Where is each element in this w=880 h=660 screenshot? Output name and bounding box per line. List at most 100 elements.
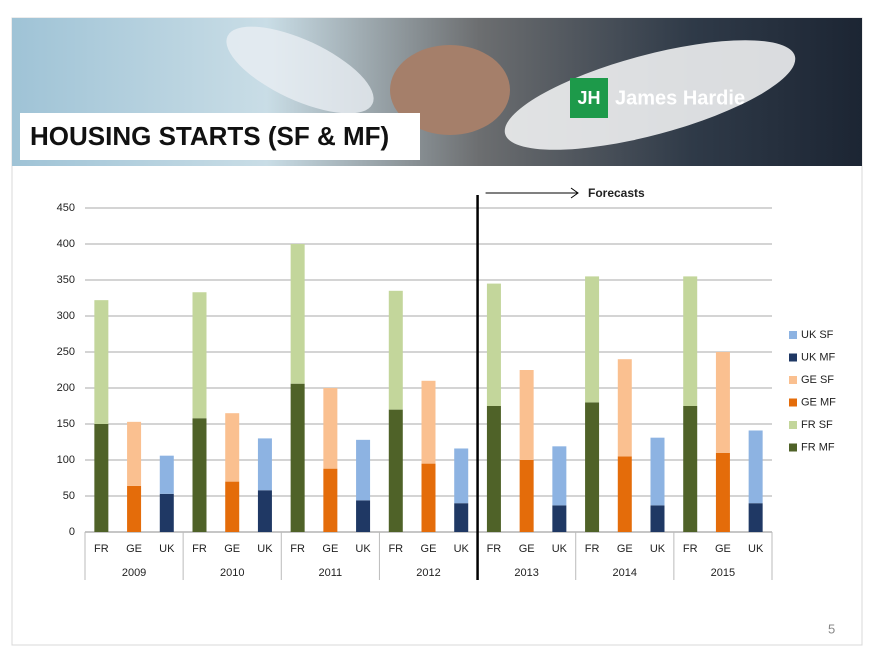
paper-roll	[504, 40, 796, 150]
x-tick-label: UK	[257, 543, 273, 555]
legend-label: UK MF	[801, 351, 836, 363]
x-tick-label: GE	[126, 543, 142, 555]
legend-swatch	[789, 376, 797, 384]
y-tick-label: 150	[57, 418, 75, 430]
bar-segment	[127, 485, 142, 532]
group-label: 2012	[416, 567, 440, 579]
bar-segment	[486, 283, 501, 406]
bar-segment	[519, 370, 534, 460]
bar-segment	[388, 409, 403, 532]
bar-segment	[356, 500, 371, 532]
x-tick-label: GE	[519, 543, 535, 555]
legend-swatch	[789, 398, 797, 407]
bar-segment	[356, 439, 371, 501]
x-tick-label: GE	[421, 543, 437, 555]
bar-segment	[421, 463, 436, 532]
legend-label: FR MF	[801, 441, 835, 453]
x-tick-label: FR	[290, 543, 305, 555]
bar-segment	[552, 446, 567, 506]
bar-segment	[159, 493, 174, 532]
slide-title: HOUSING STARTS (SF & MF)	[30, 121, 389, 151]
bar-segment	[290, 383, 305, 532]
x-tick-label: FR	[683, 543, 698, 555]
bar-segment	[454, 448, 469, 504]
paper-roll	[226, 26, 374, 114]
x-tick-label: UK	[454, 543, 470, 555]
bar-segment	[388, 290, 403, 410]
x-tick-label: FR	[94, 543, 109, 555]
bar-segment	[519, 460, 534, 532]
x-tick-label: GE	[617, 543, 633, 555]
group-label: 2011	[319, 567, 343, 579]
bar-segment	[127, 421, 142, 486]
x-tick-label: GE	[322, 543, 338, 555]
bar-segment	[683, 406, 698, 532]
logo-icon: JH	[577, 88, 600, 108]
legend-label: FR SF	[801, 419, 833, 431]
x-tick-label: FR	[192, 543, 207, 555]
x-tick-label: GE	[715, 543, 731, 555]
group-label: 2015	[711, 567, 735, 579]
bar-segment	[225, 413, 240, 482]
bar-segment	[290, 244, 305, 384]
annotation: Forecasts	[588, 186, 645, 200]
bar-segment	[748, 430, 763, 504]
bar-segment	[650, 505, 665, 532]
x-tick-label: UK	[355, 543, 371, 555]
bar-segment	[421, 380, 436, 464]
x-tick-label: UK	[650, 543, 666, 555]
legend-label: UK SF	[801, 329, 834, 341]
y-tick-label: 300	[57, 310, 75, 322]
x-tick-label: FR	[388, 543, 403, 555]
bar-segment	[552, 505, 567, 532]
bar-segment	[585, 402, 600, 532]
bar-segment	[617, 456, 632, 532]
bar-segment	[715, 352, 730, 453]
bar-segment	[748, 503, 763, 532]
bar-segment	[650, 437, 665, 506]
bar-segment	[257, 490, 272, 532]
bar-segment	[225, 481, 240, 532]
y-tick-label: 50	[63, 490, 75, 502]
legend-swatch	[789, 443, 797, 452]
title-box	[20, 113, 420, 160]
group-label: 2014	[613, 567, 637, 579]
x-tick-label: GE	[224, 543, 240, 555]
legend-label: GE SF	[801, 374, 834, 386]
bar-segment	[94, 300, 109, 424]
legend-swatch	[789, 421, 797, 429]
x-tick-label: UK	[159, 543, 175, 555]
y-tick-label: 200	[57, 382, 75, 394]
y-tick-label: 450	[57, 202, 75, 214]
page-number: 5	[828, 621, 835, 636]
bar-segment	[323, 388, 338, 469]
y-tick-label: 250	[57, 346, 75, 358]
bar-segment	[192, 292, 207, 419]
y-tick-label: 350	[57, 274, 75, 286]
legend-swatch	[789, 331, 797, 339]
bar-segment	[683, 276, 698, 406]
x-tick-label: UK	[552, 543, 568, 555]
bar-segment	[323, 468, 338, 532]
logo-text: James Hardie	[615, 87, 745, 109]
group-label: 2013	[514, 567, 538, 579]
y-tick-label: 100	[57, 454, 75, 466]
bar-segment	[715, 452, 730, 532]
y-tick-label: 400	[57, 238, 75, 250]
bar-segment	[585, 276, 600, 403]
group-label: 2010	[220, 567, 244, 579]
logo-mark	[570, 78, 608, 118]
bar-segment	[257, 438, 272, 491]
y-tick-label: 0	[69, 526, 75, 538]
bar-segment	[159, 455, 174, 494]
bar-segment	[617, 359, 632, 457]
bar-segment	[192, 418, 207, 532]
x-tick-label: FR	[585, 543, 600, 555]
legend-swatch	[789, 353, 797, 362]
bar-segment	[486, 406, 501, 532]
forecast-arrow-head	[570, 187, 579, 199]
legend-label: GE MF	[801, 396, 836, 408]
group-label: 2009	[122, 567, 146, 579]
x-tick-label: UK	[748, 543, 764, 555]
